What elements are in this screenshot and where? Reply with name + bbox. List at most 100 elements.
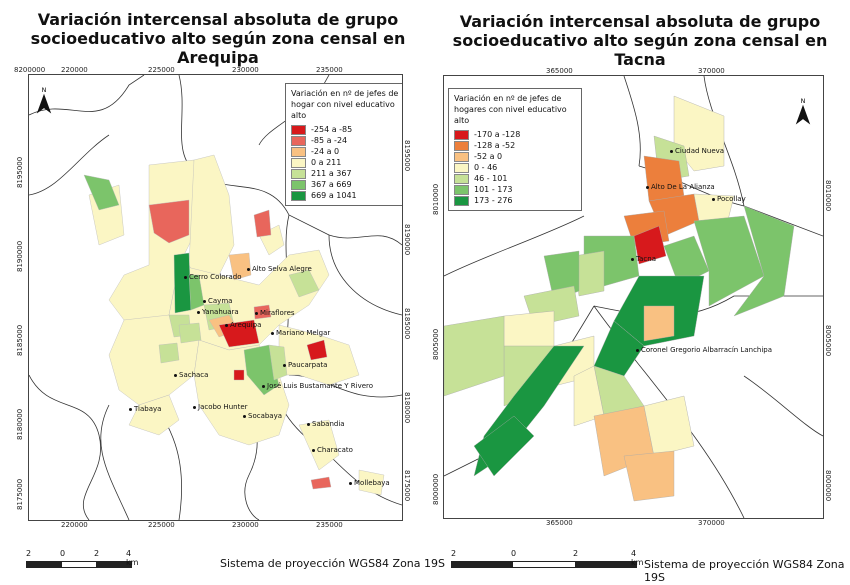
- y-tick: 8000000: [432, 473, 440, 505]
- projection-note: Sistema de proyección WGS84 Zona 19S: [220, 557, 446, 570]
- scale-label: 0: [511, 549, 517, 558]
- legend-title: Variación en nº de jefes de hogares con …: [454, 94, 567, 125]
- x-tick: 220000: [61, 66, 88, 74]
- scale-bar: 2 0 2 4 km: [451, 549, 643, 568]
- scale-label: 2: [26, 549, 32, 558]
- y-tick: 8000000: [824, 470, 832, 502]
- x-tick: 225000: [148, 521, 175, 529]
- right-map-title: Variación intercensal absoluta de grupo …: [452, 12, 828, 69]
- corner-tick: 8200000: [14, 66, 46, 74]
- place-label: Pocollay: [712, 195, 746, 203]
- y-tick: 8005000: [824, 325, 832, 357]
- legend-item: 46 - 101: [454, 173, 576, 184]
- legend-swatch: [454, 195, 469, 206]
- x-tick: 365000: [546, 519, 573, 527]
- place-label: Miraflores: [255, 309, 295, 317]
- legend-label: 669 a 1041: [311, 191, 357, 200]
- place-label: Alto Selva Alegre: [247, 265, 312, 273]
- place-label: Characato: [312, 446, 353, 454]
- legend-label: -85 a -24: [311, 136, 348, 145]
- y-tick: 8175000: [403, 470, 411, 502]
- legend-item: -52 a 0: [454, 151, 576, 162]
- place-label: Ciudad Nueva: [670, 147, 724, 155]
- census-zones: [83, 154, 385, 496]
- legend-swatch: [291, 168, 306, 179]
- place-label: Jacobo Hunter: [193, 403, 248, 411]
- y-tick: 8180000: [403, 392, 411, 424]
- scale-label: 2: [573, 549, 579, 558]
- projection-note: Sistema de proyección WGS84 Zona 19S: [644, 558, 845, 584]
- x-tick: 230000: [232, 66, 259, 74]
- y-tick: 8185000: [403, 308, 411, 340]
- legend-swatch: [291, 135, 306, 146]
- legend-swatch: [454, 184, 469, 195]
- place-label: Mollebaya: [349, 479, 390, 487]
- legend-swatch: [454, 151, 469, 162]
- place-label: Arequipa: [225, 321, 261, 329]
- y-tick: 8195000: [403, 140, 411, 172]
- legend-label: 173 - 276: [474, 196, 513, 205]
- legend-swatch: [454, 129, 469, 140]
- legend-item: 211 a 367: [291, 168, 401, 179]
- left-map-title: Variación intercensal absoluta de grupo …: [30, 10, 406, 67]
- legend-item: 367 a 669: [291, 179, 401, 190]
- place-label: José Luis Bustamante Y Rivero: [262, 382, 373, 390]
- place-label: Tacna: [631, 255, 656, 263]
- legend-item: -85 a -24: [291, 135, 401, 146]
- place-label: Coronel Gregorio Albarracín Lanchipa: [636, 346, 772, 354]
- legend-swatch: [291, 179, 306, 190]
- y-tick: 8010000: [824, 180, 832, 212]
- legend-swatch: [454, 162, 469, 173]
- legend-label: 0 a 211: [311, 158, 342, 167]
- y-tick: 8180000: [16, 408, 24, 440]
- x-tick: 220000: [64, 74, 91, 75]
- legend-label: 211 a 367: [311, 169, 352, 178]
- legend-item: 0 - 46: [454, 162, 576, 173]
- place-label: Socabaya: [243, 412, 282, 420]
- legend-label: 101 - 173: [474, 185, 513, 194]
- x-tick: 225000: [148, 66, 175, 74]
- place-label: Tiabaya: [129, 405, 161, 413]
- legend-item: -170 a -128: [454, 129, 576, 140]
- legend-label: 367 a 669: [311, 180, 352, 189]
- place-label: Cayma: [203, 297, 232, 305]
- place-label: Cerro Colorado: [184, 273, 241, 281]
- arequipa-map: 220000 Variación en nº de jefes de hogar…: [28, 74, 403, 521]
- y-tick: 8175000: [16, 478, 24, 510]
- legend-label: -254 a -85: [311, 125, 353, 134]
- legend-item: 669 a 1041: [291, 190, 401, 201]
- legend-item: 0 a 211: [291, 157, 401, 168]
- scale-label: 0: [60, 549, 66, 558]
- legend-label: -52 a 0: [474, 152, 503, 161]
- north-label: N: [801, 98, 806, 105]
- scale-label: 2: [451, 549, 457, 558]
- legend-title: Variación en nº de jefes de hogar con ni…: [291, 89, 399, 120]
- legend-item: -254 a -85: [291, 124, 401, 135]
- y-tick: 8185000: [16, 324, 24, 356]
- legend-swatch: [291, 157, 306, 168]
- place-label: Mariano Melgar: [271, 329, 330, 337]
- legend-label: -24 a 0: [311, 147, 340, 156]
- legend-swatch: [291, 190, 306, 201]
- legend-label: 46 - 101: [474, 174, 508, 183]
- legend-swatch: [291, 124, 306, 135]
- scale-label: 2: [94, 549, 100, 558]
- legend-label: 0 - 46: [474, 163, 498, 172]
- x-tick: 230000: [232, 521, 259, 529]
- place-label: Yanahuara: [197, 308, 239, 316]
- legend-label: -128 a -52: [474, 141, 516, 150]
- north-arrow-icon: N: [36, 87, 52, 114]
- place-label: Sabandia: [307, 420, 345, 428]
- x-tick: 235000: [316, 521, 343, 529]
- place-label: Sachaca: [174, 371, 208, 379]
- x-tick: 370000: [698, 67, 725, 75]
- tacna-map: Variación en nº de jefes de hogares con …: [443, 75, 824, 519]
- arequipa-map-canvas: [29, 75, 402, 520]
- north-arrow-icon: N: [795, 98, 811, 125]
- y-tick: 8190000: [16, 240, 24, 272]
- legend-item: -24 a 0: [291, 146, 401, 157]
- legend-item: -128 a -52: [454, 140, 576, 151]
- x-tick: 365000: [546, 67, 573, 75]
- scale-bar: 2 0 2 4 km: [26, 549, 138, 568]
- legend-label: -170 a -128: [474, 130, 521, 139]
